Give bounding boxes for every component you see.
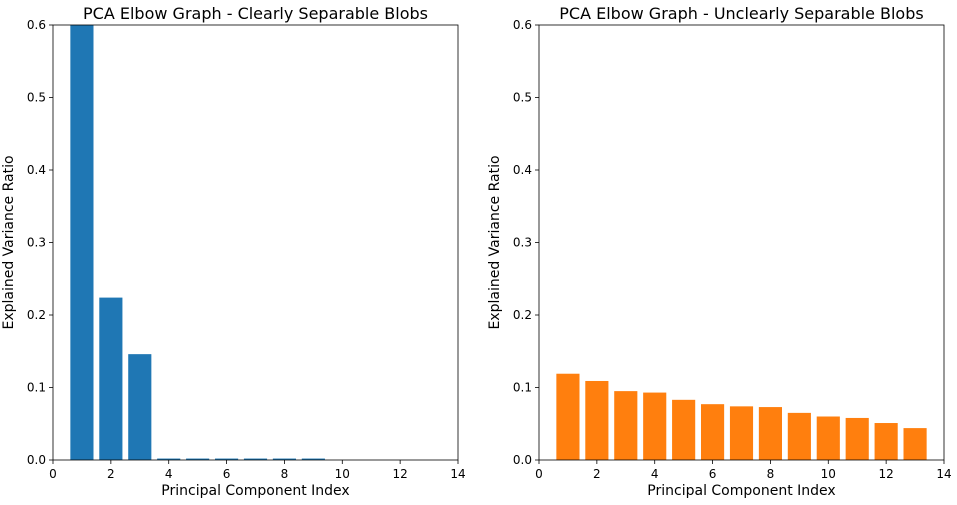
bar	[614, 391, 638, 460]
bar	[556, 373, 580, 460]
chart-left: PCA Elbow Graph - Clearly Separable Blob…	[1, 4, 466, 499]
y-axis-ticks: 0.0 0.1 0.2 0.3 0.4 0.5 0.6	[27, 18, 53, 467]
chart-title: PCA Elbow Graph - Clearly Separable Blob…	[83, 4, 428, 23]
y-tick-label: 0.4	[513, 163, 532, 177]
bar	[157, 458, 181, 460]
y-axis-label: Explained Variance Ratio	[487, 155, 503, 329]
bar	[243, 458, 268, 460]
x-tick-label: 14	[936, 467, 951, 481]
bar	[701, 404, 725, 460]
x-axis-label: Principal Component Index	[647, 483, 835, 499]
bar	[643, 392, 667, 460]
bar	[186, 458, 210, 460]
y-tick-label: 0.1	[27, 381, 46, 395]
bar	[845, 417, 869, 460]
x-tick-label: 8	[281, 467, 289, 481]
x-tick-label: 4	[165, 467, 173, 481]
x-tick-label: 6	[709, 467, 717, 481]
plot-frame	[538, 24, 945, 461]
bar	[874, 423, 898, 460]
y-tick-label: 0.0	[27, 453, 46, 467]
bar	[585, 380, 609, 460]
x-tick-label: 0	[535, 467, 543, 481]
y-tick-label: 0.3	[27, 236, 46, 250]
bar	[301, 458, 325, 460]
x-tick-label: 12	[393, 467, 408, 481]
bar	[215, 458, 239, 460]
y-tick-label: 0.6	[513, 18, 532, 32]
bar	[99, 297, 123, 460]
x-tick-label: 12	[879, 467, 894, 481]
x-tick-label: 0	[49, 467, 57, 481]
y-tick-label: 0.2	[27, 308, 46, 322]
plot-frame	[52, 24, 459, 461]
x-axis-ticks: 0 2 4 6 8 10 12 14	[49, 460, 466, 481]
bar	[758, 407, 782, 460]
bar	[272, 458, 296, 460]
bar	[816, 416, 840, 460]
y-tick-label: 0.1	[513, 381, 532, 395]
y-tick-label: 0.4	[27, 163, 46, 177]
y-axis-label: Explained Variance Ratio	[1, 155, 17, 329]
x-tick-label: 10	[821, 467, 836, 481]
y-tick-label: 0.3	[513, 236, 532, 250]
y-tick-label: 0.5	[27, 91, 46, 105]
bar	[70, 25, 94, 460]
bar	[787, 412, 811, 460]
bar-group	[556, 373, 927, 460]
chart-right: PCA Elbow Graph - Unclearly Separable Bl…	[487, 4, 952, 499]
x-tick-label: 6	[223, 467, 231, 481]
bar	[903, 428, 927, 460]
y-tick-label: 0.0	[513, 453, 532, 467]
y-axis-ticks: 0.0 0.1 0.2 0.3 0.4 0.5 0.6	[513, 18, 539, 467]
y-tick-label: 0.2	[513, 308, 532, 322]
x-tick-label: 2	[593, 467, 601, 481]
x-axis-ticks: 0 2 4 6 8 10 12 14	[535, 460, 952, 481]
y-tick-label: 0.5	[513, 91, 532, 105]
x-tick-label: 4	[651, 467, 659, 481]
x-tick-label: 14	[450, 467, 465, 481]
y-tick-label: 0.6	[27, 18, 46, 32]
x-tick-label: 8	[767, 467, 775, 481]
x-tick-label: 10	[335, 467, 350, 481]
bar	[128, 354, 152, 460]
bar	[672, 399, 696, 460]
bar-group	[70, 25, 325, 460]
x-axis-label: Principal Component Index	[161, 483, 349, 499]
bar	[729, 406, 754, 460]
chart-title: PCA Elbow Graph - Unclearly Separable Bl…	[559, 4, 923, 23]
x-tick-label: 2	[107, 467, 115, 481]
